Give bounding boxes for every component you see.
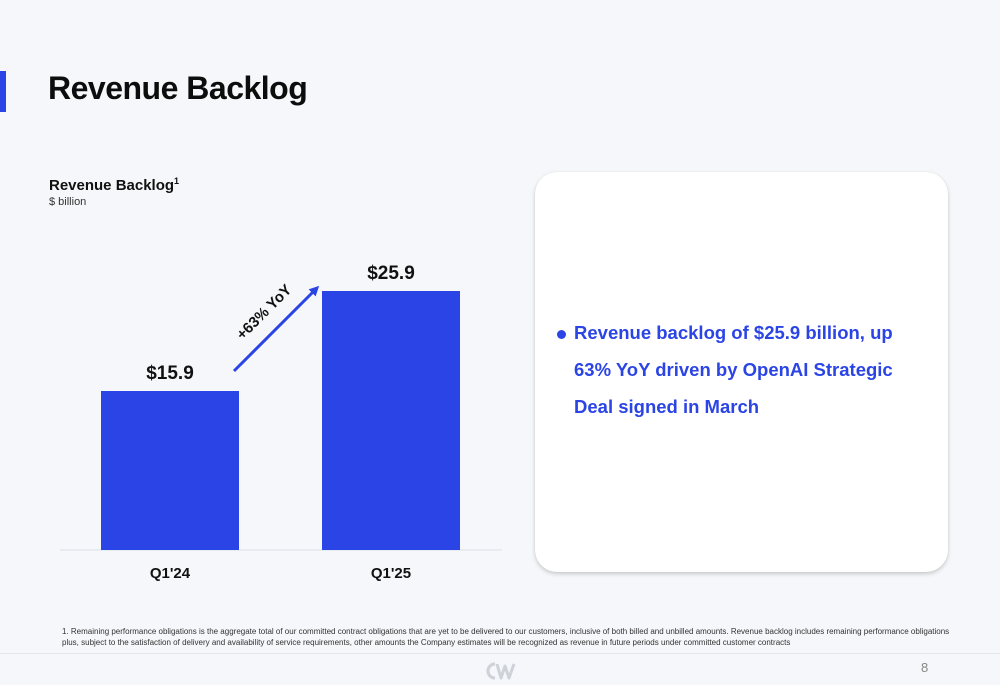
summary-bullet: Revenue backlog of $25.9 billion, up 63%… (557, 314, 929, 425)
growth-annotation-label: +63% YoY (233, 281, 295, 343)
x-tick-label-1: Q1'25 (371, 565, 411, 582)
chart-title: Revenue Backlog1 (49, 176, 179, 194)
title-accent-bar (0, 71, 6, 112)
summary-bullet-text: Revenue backlog of $25.9 billion, up 63%… (574, 322, 893, 417)
coreweave-logo-icon (486, 662, 516, 680)
x-tick-label-0: Q1'24 (150, 565, 191, 582)
footer-divider (0, 653, 1000, 654)
bar-0 (101, 391, 239, 550)
bar-data-label-1: $25.9 (367, 263, 415, 284)
page-number: 8 (921, 660, 929, 675)
bar-data-label-0: $15.9 (146, 363, 194, 384)
chart-title-text: Revenue Backlog (49, 177, 175, 194)
page-title: Revenue Backlog (48, 70, 308, 106)
growth-arrow (232, 285, 320, 373)
summary-card: Revenue backlog of $25.9 billion, up 63%… (535, 172, 948, 572)
footnote: 1. Remaining performance obligations is … (62, 627, 950, 647)
chart-unit-label: $ billion (49, 196, 87, 208)
chart-title-footnote-marker: 1 (174, 176, 180, 186)
bar-1 (322, 291, 460, 550)
bullet-dot-icon (557, 330, 566, 339)
